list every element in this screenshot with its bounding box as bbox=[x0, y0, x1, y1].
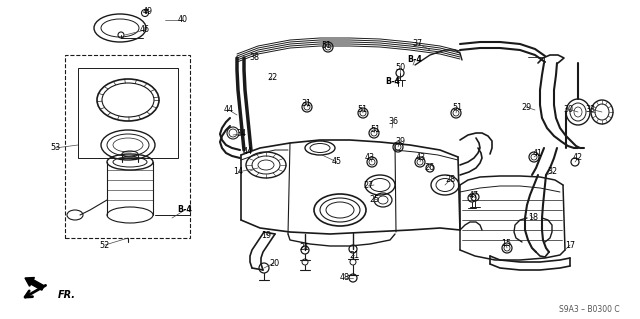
Text: 27: 27 bbox=[363, 182, 373, 190]
FancyArrow shape bbox=[25, 278, 44, 290]
Text: 14: 14 bbox=[233, 167, 243, 176]
Text: 17: 17 bbox=[565, 241, 575, 249]
Text: 30: 30 bbox=[563, 105, 573, 114]
Text: 39: 39 bbox=[395, 137, 405, 146]
Text: 42: 42 bbox=[573, 153, 583, 162]
Text: 38: 38 bbox=[249, 53, 259, 62]
Text: 37: 37 bbox=[412, 39, 422, 48]
Text: B-4: B-4 bbox=[385, 78, 401, 86]
Text: 52: 52 bbox=[100, 241, 110, 249]
Text: 44: 44 bbox=[243, 147, 253, 157]
Bar bbox=[65, 55, 190, 238]
Text: 53: 53 bbox=[50, 144, 60, 152]
Text: 51: 51 bbox=[357, 105, 367, 114]
Text: 41: 41 bbox=[533, 150, 543, 159]
Text: 43: 43 bbox=[365, 152, 375, 161]
Text: 51: 51 bbox=[321, 41, 331, 49]
Text: 49: 49 bbox=[143, 8, 153, 17]
Text: B-4: B-4 bbox=[408, 56, 422, 64]
Text: 51: 51 bbox=[370, 125, 380, 135]
Text: 51: 51 bbox=[452, 103, 462, 113]
Text: 22: 22 bbox=[267, 73, 277, 83]
Text: 32: 32 bbox=[547, 167, 557, 176]
Text: 21: 21 bbox=[299, 243, 309, 253]
Text: 33: 33 bbox=[585, 105, 595, 114]
Text: 31: 31 bbox=[301, 99, 311, 108]
Text: 36: 36 bbox=[388, 117, 398, 127]
Text: 28: 28 bbox=[445, 175, 455, 184]
Text: B-4: B-4 bbox=[177, 205, 193, 214]
Bar bbox=[78, 68, 178, 158]
Text: 47: 47 bbox=[469, 191, 479, 201]
Text: 48: 48 bbox=[340, 273, 350, 283]
Text: S9A3 – B0300 C: S9A3 – B0300 C bbox=[559, 306, 620, 315]
Text: 34: 34 bbox=[236, 130, 246, 138]
Text: 25: 25 bbox=[369, 195, 379, 204]
Text: 29: 29 bbox=[521, 102, 531, 112]
Text: 21: 21 bbox=[349, 250, 359, 259]
Text: 15: 15 bbox=[501, 240, 511, 249]
Text: 43: 43 bbox=[416, 152, 426, 161]
Text: 50: 50 bbox=[395, 63, 405, 72]
Text: 18: 18 bbox=[528, 213, 538, 222]
Text: 19: 19 bbox=[261, 231, 271, 240]
Text: 45: 45 bbox=[332, 158, 342, 167]
Text: 44: 44 bbox=[224, 106, 234, 115]
Text: 40: 40 bbox=[178, 16, 188, 25]
Text: 46: 46 bbox=[140, 26, 150, 34]
Text: FR.: FR. bbox=[58, 290, 76, 300]
Text: 26: 26 bbox=[424, 162, 434, 172]
Text: 20: 20 bbox=[269, 258, 279, 268]
